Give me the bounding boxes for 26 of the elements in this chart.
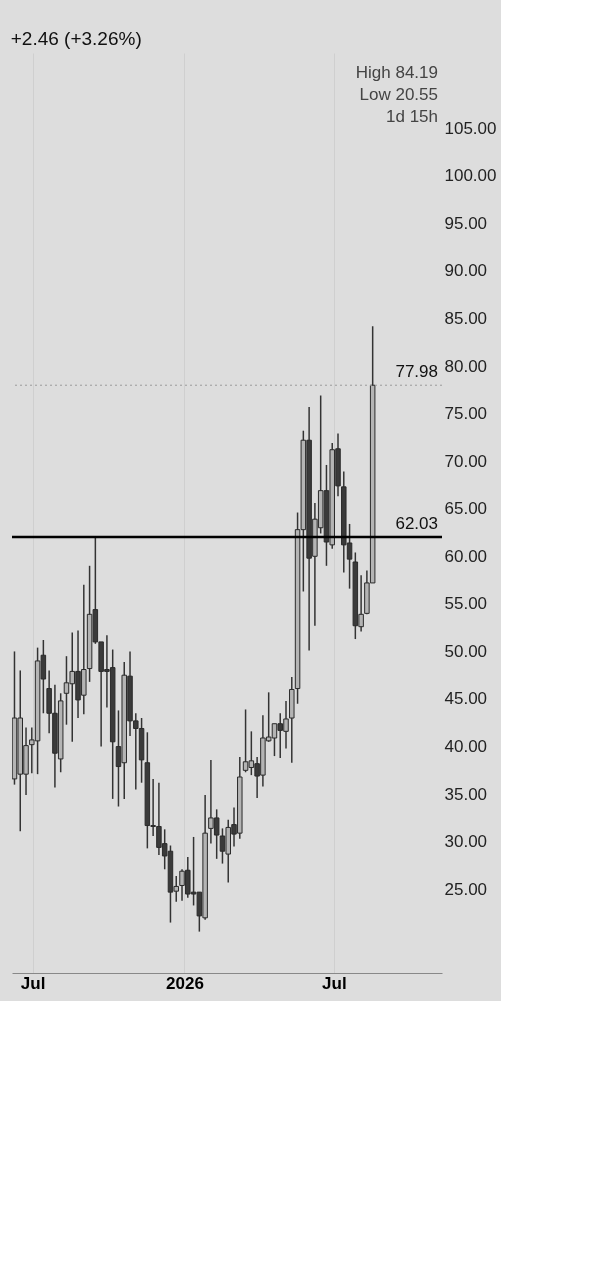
annotation: High 84.19 xyxy=(355,63,438,82)
y-tick-label: 65.00 xyxy=(444,499,488,519)
ref-line-label: 77.98 xyxy=(395,362,438,382)
annotation: Low 20.55 xyxy=(359,85,438,104)
x-tick-label: Jul xyxy=(322,973,347,993)
y-tick-label: 30.00 xyxy=(444,832,488,852)
y-tick-label: 90.00 xyxy=(444,261,488,281)
y-tick-label: 85.00 xyxy=(444,308,488,328)
annotation: 1d 15h xyxy=(386,107,438,126)
y-tick-label: 80.00 xyxy=(444,356,488,376)
y-tick-label: 75.00 xyxy=(444,404,488,424)
x-tick-label: Jul xyxy=(20,973,46,993)
y-tick-label: 95.00 xyxy=(444,213,488,233)
y-tick-label: 55.00 xyxy=(444,594,488,614)
y-tick-label: 25.00 xyxy=(444,879,488,899)
chart-subtitle: +2.46 (+3.26%) xyxy=(10,28,142,49)
y-tick-label: 50.00 xyxy=(444,641,488,661)
y-tick-label: 70.00 xyxy=(444,451,488,471)
y-tick-label: 35.00 xyxy=(444,784,488,804)
y-tick-label: 45.00 xyxy=(444,689,488,709)
y-tick-label: 40.00 xyxy=(444,737,488,757)
y-tick-label: 60.00 xyxy=(444,546,488,566)
y-tick-label: 100.00 xyxy=(444,166,497,186)
ref-line-label: 62.03 xyxy=(395,513,438,533)
y-tick-label: 105.00 xyxy=(444,118,497,138)
x-tick-label: 2026 xyxy=(166,973,204,993)
